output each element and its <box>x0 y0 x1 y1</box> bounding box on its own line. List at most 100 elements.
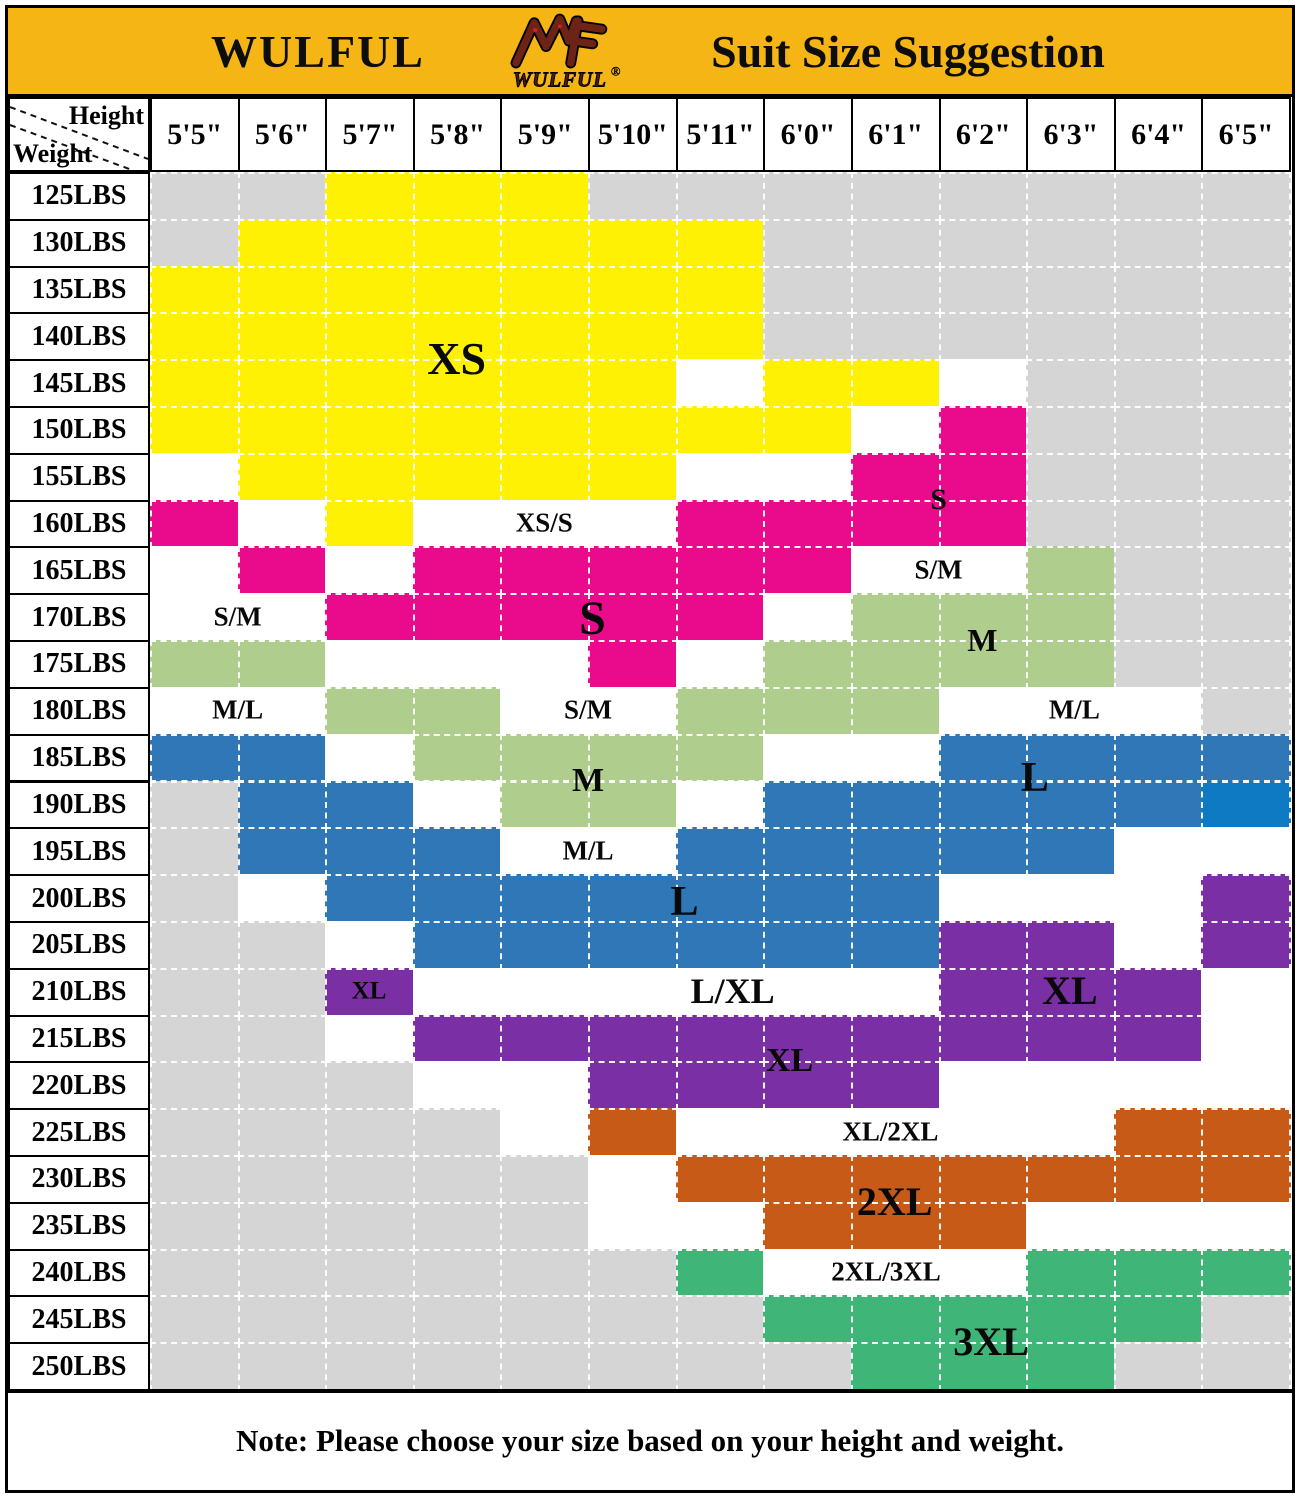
size-cell <box>938 1154 1029 1204</box>
size-cell <box>325 686 415 736</box>
size-cell <box>850 733 941 783</box>
weight-label-cell: 210LBS <box>8 967 150 1017</box>
size-region-label: M/L <box>562 835 614 866</box>
size-cell <box>1201 312 1291 362</box>
size-region-label: M <box>572 761 605 799</box>
size-cell <box>1201 1248 1291 1298</box>
size-cell <box>1026 874 1116 923</box>
size-cell <box>412 546 503 596</box>
size-cell <box>1026 312 1116 362</box>
size-cell <box>1026 218 1116 268</box>
size-cell <box>1026 1248 1116 1298</box>
size-cell <box>412 1154 503 1204</box>
size-region-label: XS <box>427 333 487 385</box>
size-cell <box>325 920 415 970</box>
size-cell <box>412 733 503 783</box>
size-cell <box>1113 452 1204 502</box>
size-cell <box>1113 1295 1204 1345</box>
size-cell <box>675 733 766 783</box>
size-cell <box>325 874 415 923</box>
size-cell <box>237 733 328 783</box>
size-cell <box>675 312 766 362</box>
size-cell <box>938 780 1029 830</box>
size-cell <box>237 1108 328 1157</box>
size-cell <box>412 920 503 970</box>
size-cell <box>938 733 1029 783</box>
size-cell <box>1201 1014 1291 1064</box>
size-cell <box>150 359 240 409</box>
size-cell <box>1201 1154 1291 1204</box>
size-cell <box>1113 1108 1204 1157</box>
size-cell <box>1026 1342 1116 1391</box>
size-cell <box>325 406 415 455</box>
size-cell <box>850 967 941 1017</box>
size-cell <box>237 640 328 689</box>
weight-label-cell: 145LBS <box>8 359 150 409</box>
size-cell <box>237 920 328 970</box>
size-cell <box>1113 967 1204 1017</box>
size-region-label: 2XL/3XL <box>831 1256 941 1287</box>
size-cell <box>237 1014 328 1064</box>
size-cell <box>938 312 1029 362</box>
height-header-cell: 5'8" <box>412 97 503 172</box>
size-cell <box>675 1248 766 1298</box>
size-cell <box>675 172 766 221</box>
size-region-label: L <box>1020 755 1049 802</box>
wulful-logo-icon: WULFUL ® <box>510 13 621 92</box>
weight-label-cell: 200LBS <box>8 874 150 923</box>
size-cell <box>500 172 591 221</box>
size-cell <box>763 452 853 502</box>
size-cell <box>850 312 941 362</box>
size-cell <box>500 593 591 643</box>
weight-label-cell: 205LBS <box>8 920 150 970</box>
size-cell <box>588 1061 678 1111</box>
size-cell <box>412 967 503 1017</box>
size-cell <box>1201 1061 1291 1111</box>
size-region-label: XL/2XL <box>842 1116 939 1147</box>
size-cell <box>675 1154 766 1204</box>
size-cell <box>325 452 415 502</box>
height-axis-label: Height <box>68 101 144 130</box>
size-cell <box>500 312 591 362</box>
weight-label-cell: 185LBS <box>8 733 150 783</box>
height-header-cell: 5'6" <box>237 97 328 172</box>
height-header-cell: 6'1" <box>850 97 941 172</box>
size-cell <box>850 640 941 689</box>
size-cell <box>588 359 678 409</box>
size-cell <box>1201 733 1291 783</box>
weight-label-cell: 250LBS <box>8 1342 150 1391</box>
weight-label-cell: 150LBS <box>8 406 150 455</box>
size-cell <box>938 546 1029 596</box>
size-cell <box>1201 1342 1291 1391</box>
weight-label-cell: 170LBS <box>8 593 150 643</box>
size-cell <box>1201 452 1291 502</box>
size-cell <box>675 593 766 643</box>
size-cell <box>412 406 503 455</box>
size-cell <box>1026 1154 1116 1204</box>
size-cell <box>675 406 766 455</box>
size-cell <box>763 499 853 549</box>
corner-axis-cell: Height Weight <box>8 97 150 172</box>
weight-label-cell: 215LBS <box>8 1014 150 1064</box>
weight-label-cell: 195LBS <box>8 827 150 877</box>
size-cell <box>500 265 591 315</box>
size-cell <box>1113 359 1204 409</box>
size-cell <box>850 359 941 409</box>
size-cell <box>588 1201 678 1251</box>
size-cell <box>675 359 766 409</box>
weight-label-cell: 140LBS <box>8 312 150 362</box>
size-cell <box>1201 967 1291 1017</box>
size-cell <box>325 827 415 877</box>
size-cell <box>237 1295 328 1345</box>
size-cell <box>938 874 1029 923</box>
size-region-label: L/XL <box>690 971 775 1012</box>
size-cell <box>237 1061 328 1111</box>
size-cell <box>325 1201 415 1251</box>
weight-label-cell: 180LBS <box>8 686 150 736</box>
size-cell <box>938 499 1029 549</box>
size-cell <box>1026 686 1116 736</box>
size-cell <box>150 1108 240 1157</box>
size-cell <box>850 1248 941 1298</box>
size-cell <box>1201 406 1291 455</box>
size-cell <box>325 1295 415 1345</box>
